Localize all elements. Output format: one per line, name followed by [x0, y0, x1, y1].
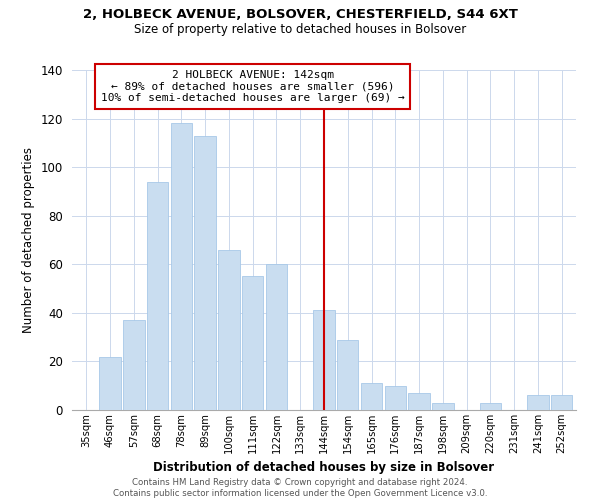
X-axis label: Distribution of detached houses by size in Bolsover: Distribution of detached houses by size … [154, 462, 494, 474]
Text: Size of property relative to detached houses in Bolsover: Size of property relative to detached ho… [134, 22, 466, 36]
Bar [551, 396, 572, 410]
Bar [527, 396, 548, 410]
Bar [242, 276, 263, 410]
Bar [313, 310, 335, 410]
Bar [361, 384, 382, 410]
Bar [218, 250, 239, 410]
Bar [385, 386, 406, 410]
Bar [432, 402, 454, 410]
Text: 2 HOLBECK AVENUE: 142sqm
← 89% of detached houses are smaller (596)
10% of semi-: 2 HOLBECK AVENUE: 142sqm ← 89% of detach… [101, 70, 404, 103]
Text: 2, HOLBECK AVENUE, BOLSOVER, CHESTERFIELD, S44 6XT: 2, HOLBECK AVENUE, BOLSOVER, CHESTERFIEL… [83, 8, 517, 20]
Y-axis label: Number of detached properties: Number of detached properties [22, 147, 35, 333]
Bar [266, 264, 287, 410]
Bar [147, 182, 168, 410]
Text: Contains HM Land Registry data © Crown copyright and database right 2024.
Contai: Contains HM Land Registry data © Crown c… [113, 478, 487, 498]
Bar [194, 136, 216, 410]
Bar [480, 402, 501, 410]
Bar [337, 340, 358, 410]
Bar [123, 320, 145, 410]
Bar [100, 356, 121, 410]
Bar [409, 393, 430, 410]
Bar [170, 124, 192, 410]
